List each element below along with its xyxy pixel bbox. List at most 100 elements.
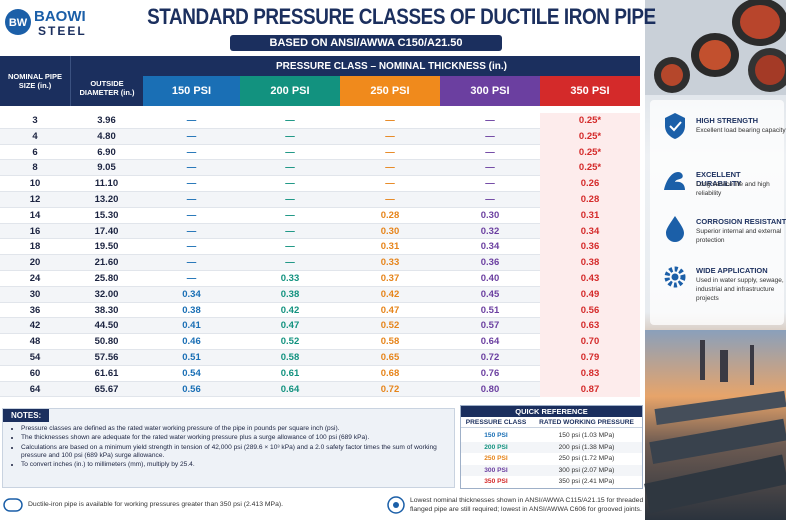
table-cell: 0.33 — [280, 273, 300, 284]
table-cell: 10 — [29, 178, 41, 190]
subtitle: BASED ON ANSI/AWWA C150/A21.50 — [230, 35, 502, 51]
table-cell: — — [186, 241, 197, 253]
table-cell: — — [186, 178, 197, 190]
table-row: 3 3.96 — — — — 0.25* — [0, 113, 640, 129]
table-cell: 0.34 — [480, 241, 500, 253]
table-row: 8 9.05 — — — — 0.25* — [0, 160, 640, 177]
table-cell: 0.87 — [540, 381, 640, 398]
table-cell: 36 — [29, 304, 41, 316]
quick-reference-pressure: 150 psi (1.03 MPa) — [558, 432, 615, 439]
table-cell: 4.80 — [97, 130, 116, 142]
table-cell: 0.45 — [480, 288, 500, 300]
table-row: 12 13.20 — — — — 0.28 — [0, 192, 640, 208]
table-cell: — — [285, 194, 295, 205]
table-cell: 0.63 — [540, 318, 640, 335]
table-cell: 0.58 — [380, 336, 400, 348]
table-cell: — — [186, 146, 197, 158]
table-cell: 48 — [29, 336, 41, 348]
table-row: 16 17.40 — — 0.30 0.32 0.34 — [0, 223, 640, 240]
quick-reference-class: 250 PSI — [484, 455, 508, 462]
table-cell: 0.47 — [280, 320, 300, 332]
table-cell: — — [485, 130, 495, 142]
table-cell: 0.79 — [540, 350, 640, 366]
table-cell: — — [186, 257, 197, 269]
table-cell: 16 — [29, 225, 41, 237]
table-cell: 0.49 — [540, 286, 640, 303]
table-cell: — — [285, 162, 295, 174]
table-cell: 18 — [29, 241, 41, 253]
table-cell: 0.47 — [380, 304, 400, 316]
table-cell: 38.30 — [94, 304, 119, 316]
quick-reference-row: 250 PSI 250 psi (1.72 MPa) — [461, 453, 642, 465]
table-cell: 42 — [29, 320, 41, 332]
table-cell: 0.65 — [380, 352, 400, 363]
table-cell: 3 — [32, 115, 38, 126]
table-cell: 0.56 — [182, 383, 201, 395]
table-cell: 50.80 — [94, 336, 119, 348]
footer-icons — [3, 496, 405, 514]
table-cell: — — [186, 130, 197, 142]
table-cell: 0.30 — [480, 209, 500, 221]
pressure-table: NOMINAL PIPE SIZE (in.) OUTSIDE DIAMETER … — [0, 56, 642, 401]
quick-reference-row: 150 PSI 150 psi (1.03 MPa) — [461, 430, 642, 442]
table-cell: — — [285, 241, 295, 253]
group-header: PRESSURE CLASS – NOMINAL THICKNESS (in.) — [143, 56, 640, 76]
table-cell: 0.51 — [480, 304, 500, 316]
table-row: 4 4.80 — — — — 0.25* — [0, 128, 640, 145]
quick-reference-class: 300 PSI — [484, 466, 508, 474]
table-row: 54 57.56 0.51 0.58 0.65 0.72 0.79 — [0, 350, 640, 366]
table-cell: — — [385, 162, 395, 174]
class-header: 200 PSI — [240, 76, 340, 106]
feature-icons — [664, 113, 686, 288]
table-cell: 0.25* — [540, 144, 640, 161]
table-cell: 0.42 — [280, 304, 300, 316]
table-cell: 4 — [32, 130, 38, 142]
table-row: 14 15.30 — — 0.28 0.30 0.31 — [0, 207, 640, 224]
quick-reference-row: 350 PSI 350 psi (2.41 MPa) — [461, 476, 642, 488]
table-cell: — — [285, 209, 295, 221]
table-cell: 0.38 — [540, 255, 640, 271]
table-cell: 0.46 — [182, 336, 201, 348]
table-cell: 0.34 — [540, 223, 640, 240]
column-header: NOMINAL PIPE SIZE (in.) — [0, 56, 70, 106]
note-item: The thicknesses shown are adequate for t… — [21, 434, 447, 442]
feature-title: CORROSION RESISTANT — [696, 217, 786, 226]
table-cell: 61.61 — [94, 367, 119, 379]
table-cell: 0.52 — [280, 336, 300, 348]
table-cell: 0.28 — [540, 192, 640, 208]
table-cell: 30 — [29, 288, 41, 300]
quick-reference-title: QUICK REFERENCE — [461, 406, 642, 417]
table-row: 30 32.00 0.34 0.38 0.42 0.45 0.49 — [0, 286, 640, 303]
footer-note: Lowest nominal thicknesses shown in ANSI… — [410, 497, 644, 513]
table-cell: 3.96 — [97, 115, 116, 126]
table-cell: 0.70 — [540, 334, 640, 350]
quick-reference-header: PRESSURE CLASS RATED WORKING PRESSURE — [461, 418, 642, 428]
table-cell: — — [485, 178, 495, 190]
feature: EXCELLENT DURABILITY Long service life an… — [650, 170, 784, 220]
table-cell: 0.72 — [380, 383, 400, 395]
table-cell: 0.41 — [182, 320, 201, 332]
table-cell: 12 — [29, 194, 41, 205]
table-cell: — — [385, 130, 395, 142]
table-cell: — — [485, 115, 495, 126]
class-header: 300 PSI — [440, 76, 540, 106]
table-cell: 0.54 — [182, 367, 201, 379]
table-row: 64 65.67 0.56 0.64 0.72 0.80 0.87 — [0, 381, 640, 398]
table-cell: 64 — [29, 383, 41, 395]
table-cell: — — [186, 115, 197, 126]
table-cell: 24 — [29, 273, 41, 284]
table-cell: 0.38 — [182, 304, 201, 316]
quick-reference: QUICK REFERENCE PRESSURE CLASS RATED WORK… — [460, 405, 643, 489]
table-cell: 9.05 — [97, 162, 116, 174]
table-row: 60 61.61 0.54 0.61 0.68 0.76 0.83 — [0, 365, 640, 382]
table-cell: — — [186, 209, 197, 221]
table-cell: 0.52 — [380, 320, 400, 332]
table-cell: 0.31 — [540, 207, 640, 224]
table-cell: 15.30 — [94, 209, 119, 221]
table-row: 10 11.10 — — — — 0.26 — [0, 176, 640, 192]
table-cell: — — [285, 178, 295, 190]
feature-text: Long service life and high reliability — [696, 181, 770, 197]
table-cell: — — [385, 178, 395, 190]
feature-text: Used in water supply, sewage, industrial… — [696, 277, 784, 302]
